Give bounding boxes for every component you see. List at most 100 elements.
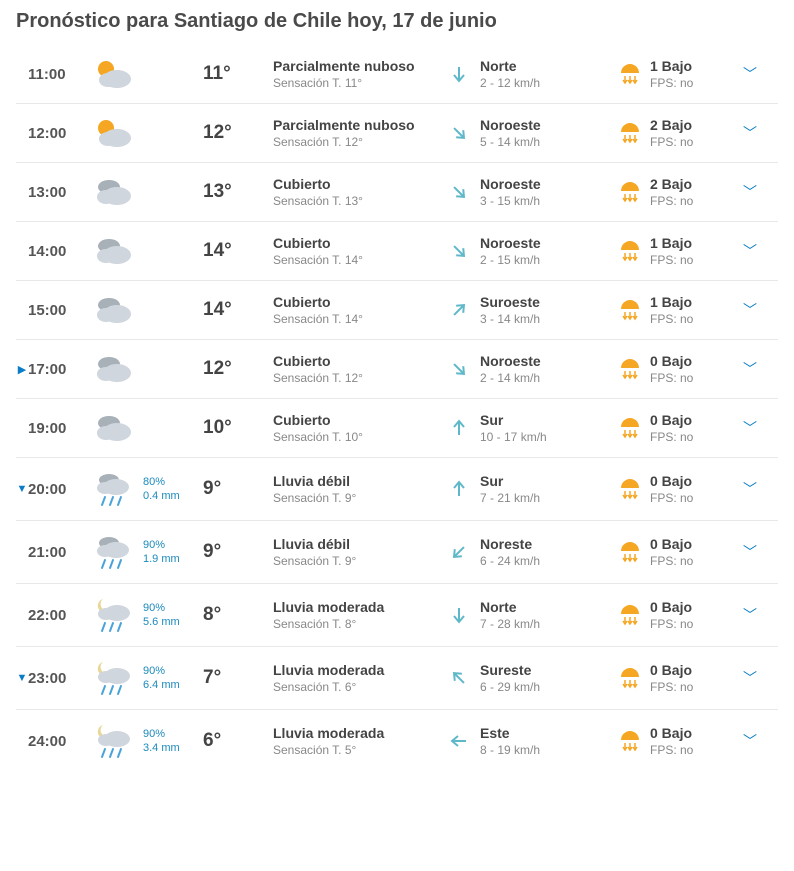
expand-chevron-icon[interactable]: ﹀ — [738, 542, 762, 562]
wind-speed: 2 - 14 km/h — [480, 371, 541, 385]
forecast-row[interactable]: 12:00 12° Parcialmente nuboso Sensación … — [16, 104, 778, 163]
wind-col: Noroeste 5 - 14 km/h — [448, 117, 618, 149]
expand-chevron-icon[interactable]: ﹀ — [738, 359, 762, 379]
expand-chevron-icon[interactable]: ﹀ — [738, 731, 762, 751]
wind-direction: Sur — [480, 473, 540, 489]
expand-chevron-icon[interactable]: ﹀ — [738, 668, 762, 688]
forecast-row[interactable]: 19:00 10° Cubierto Sensación T. 10° Sur … — [16, 399, 778, 458]
wind-col: Sur 7 - 21 km/h — [448, 473, 618, 505]
condition-text: Parcialmente nuboso — [273, 58, 448, 74]
forecast-row[interactable]: 22:00 90% 5.6 mm 8° Lluvia moderada Sens… — [16, 584, 778, 647]
weather-icon — [83, 175, 143, 209]
expand-chevron-icon[interactable]: ﹀ — [738, 123, 762, 143]
weather-icon — [83, 411, 143, 445]
forecast-row[interactable]: 15:00 14° Cubierto Sensación T. 14° Suro… — [16, 281, 778, 340]
expand-chevron-icon[interactable]: ﹀ — [738, 300, 762, 320]
forecast-row[interactable]: ▼ 23:00 90% 6.4 mm 7° Lluvia moderada Se… — [16, 647, 778, 710]
precip-pct: 90% — [143, 727, 203, 741]
wind-col: Norte 7 - 28 km/h — [448, 599, 618, 631]
forecast-row[interactable]: ▶ 17:00 12° Cubierto Sensación T. 12° No… — [16, 340, 778, 399]
precip-pct: 80% — [143, 475, 203, 489]
uv-icon — [618, 123, 642, 143]
uv-index: 0 Bajo — [650, 536, 693, 552]
wind-col: Noreste 6 - 24 km/h — [448, 536, 618, 568]
uv-index: 0 Bajo — [650, 662, 693, 678]
wind-arrow-icon — [448, 181, 470, 203]
uv-col: 0 Bajo FPS: no — [618, 473, 738, 505]
time-label: 20:00 — [28, 481, 83, 498]
feels-like-text: Sensación T. 9° — [273, 554, 448, 568]
forecast-row[interactable]: 14:00 14° Cubierto Sensación T. 14° Noro… — [16, 222, 778, 281]
precip-pct: 90% — [143, 538, 203, 552]
wind-speed: 3 - 14 km/h — [480, 312, 540, 326]
precip-info: 90% 1.9 mm — [143, 538, 203, 567]
wind-speed: 6 - 29 km/h — [480, 680, 540, 694]
weather-icon — [83, 352, 143, 386]
temperature: 9° — [203, 541, 273, 563]
wind-arrow-icon — [448, 63, 470, 85]
uv-col: 2 Bajo FPS: no — [618, 176, 738, 208]
forecast-row[interactable]: 11:00 11° Parcialmente nuboso Sensación … — [16, 45, 778, 104]
uv-index: 1 Bajo — [650, 235, 693, 251]
uv-icon — [618, 418, 642, 438]
feels-like-text: Sensación T. 10° — [273, 430, 448, 444]
condition-text: Cubierto — [273, 412, 448, 428]
condition-col: Parcialmente nuboso Sensación T. 11° — [273, 58, 448, 90]
forecast-row[interactable]: 13:00 13° Cubierto Sensación T. 13° Noro… — [16, 163, 778, 222]
uv-icon — [618, 300, 642, 320]
weather-icon — [83, 293, 143, 327]
expand-chevron-icon[interactable]: ﹀ — [738, 64, 762, 84]
expand-chevron-icon[interactable]: ﹀ — [738, 241, 762, 261]
precip-info: 90% 6.4 mm — [143, 664, 203, 693]
uv-col: 1 Bajo FPS: no — [618, 58, 738, 90]
uv-icon — [618, 64, 642, 84]
feels-like-text: Sensación T. 8° — [273, 617, 448, 631]
fps-text: FPS: no — [650, 743, 693, 757]
temperature: 12° — [203, 122, 273, 144]
forecast-row[interactable]: 24:00 90% 3.4 mm 6° Lluvia moderada Sens… — [16, 710, 778, 772]
uv-index: 0 Bajo — [650, 412, 693, 428]
expand-chevron-icon[interactable]: ﹀ — [738, 605, 762, 625]
uv-icon — [618, 359, 642, 379]
time-label: 14:00 — [28, 243, 83, 260]
condition-col: Lluvia débil Sensación T. 9° — [273, 473, 448, 505]
uv-index: 1 Bajo — [650, 294, 693, 310]
condition-text: Lluvia moderada — [273, 662, 448, 678]
precip-mm: 3.4 mm — [143, 741, 203, 755]
wind-arrow-icon — [448, 478, 470, 500]
wind-direction: Suroeste — [480, 294, 540, 310]
wind-speed: 3 - 15 km/h — [480, 194, 541, 208]
condition-col: Cubierto Sensación T. 12° — [273, 353, 448, 385]
uv-col: 0 Bajo FPS: no — [618, 725, 738, 757]
condition-col: Cubierto Sensación T. 14° — [273, 235, 448, 267]
uv-icon — [618, 605, 642, 625]
wind-arrow-icon — [448, 358, 470, 380]
wind-col: Este 8 - 19 km/h — [448, 725, 618, 757]
precip-pct: 90% — [143, 601, 203, 615]
forecast-row[interactable]: 21:00 90% 1.9 mm 9° Lluvia débil Sensaci… — [16, 521, 778, 584]
expand-chevron-icon[interactable]: ﹀ — [738, 418, 762, 438]
feels-like-text: Sensación T. 13° — [273, 194, 448, 208]
feels-like-text: Sensación T. 9° — [273, 491, 448, 505]
precip-mm: 6.4 mm — [143, 678, 203, 692]
expand-chevron-icon[interactable]: ﹀ — [738, 479, 762, 499]
uv-index: 1 Bajo — [650, 58, 693, 74]
uv-col: 0 Bajo FPS: no — [618, 599, 738, 631]
weather-icon — [83, 722, 143, 760]
forecast-row[interactable]: ▼ 20:00 80% 0.4 mm 9° Lluvia débil Sensa… — [16, 458, 778, 521]
row-marker: ▼ — [16, 483, 28, 495]
temperature: 8° — [203, 604, 273, 626]
weather-icon — [83, 234, 143, 268]
fps-text: FPS: no — [650, 430, 693, 444]
condition-col: Cubierto Sensación T. 14° — [273, 294, 448, 326]
precip-info: 80% 0.4 mm — [143, 475, 203, 504]
expand-chevron-icon[interactable]: ﹀ — [738, 182, 762, 202]
weather-icon — [83, 470, 143, 508]
wind-speed: 5 - 14 km/h — [480, 135, 541, 149]
wind-speed: 2 - 12 km/h — [480, 76, 540, 90]
wind-speed: 7 - 21 km/h — [480, 491, 540, 505]
uv-col: 0 Bajo FPS: no — [618, 536, 738, 568]
wind-col: Sureste 6 - 29 km/h — [448, 662, 618, 694]
condition-text: Parcialmente nuboso — [273, 117, 448, 133]
condition-col: Lluvia moderada Sensación T. 5° — [273, 725, 448, 757]
